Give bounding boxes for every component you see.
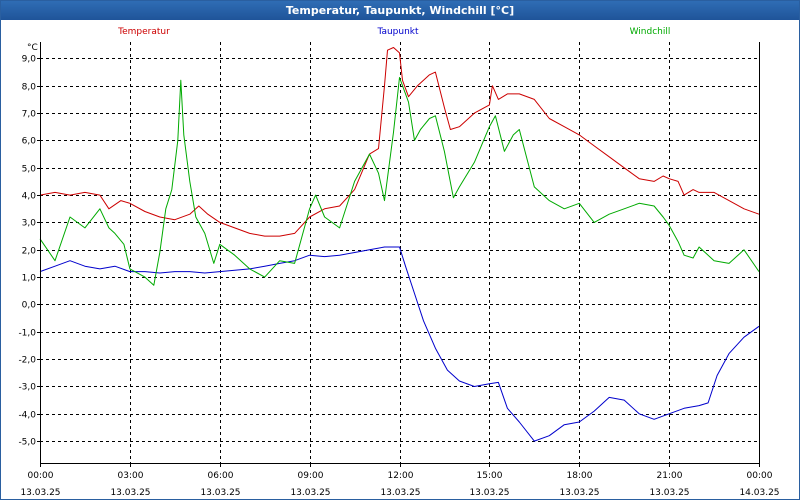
y-tick-label: 4,0 xyxy=(22,192,37,202)
y-tick-label: 9,0 xyxy=(22,55,37,65)
axes xyxy=(37,42,760,467)
window-title: Temperatur, Taupunkt, Windchill [°C] xyxy=(1,1,799,20)
x-tick-date: 13.03.25 xyxy=(110,488,150,498)
y-tick-label: -1,0 xyxy=(18,329,36,339)
y-tick-label: 2,0 xyxy=(22,247,37,257)
y-tick-label: 3,0 xyxy=(22,219,37,229)
legend-windchill: Windchill xyxy=(630,27,671,37)
series-taupunkt-line xyxy=(39,246,760,442)
line-chart: °C Temperatur Taupunkt Windchill 9,0 8,0 7… xyxy=(1,20,799,499)
x-tick-date: 13.03.25 xyxy=(380,488,420,498)
x-tick-date: 13.03.25 xyxy=(200,488,240,498)
x-tick-time: 12:00 xyxy=(388,471,414,481)
series-lines xyxy=(39,47,760,442)
x-tick-date: 13.03.25 xyxy=(649,488,689,498)
x-tick-labels: 00:00 13.03.25 03:00 13.03.25 06:00 13.03.25 0… xyxy=(20,471,779,498)
x-tick-date: 13.03.25 xyxy=(559,488,599,498)
y-tick-label: -2,0 xyxy=(18,356,36,366)
y-axis-label: °C xyxy=(27,43,38,53)
y-tick-label: -4,0 xyxy=(18,411,36,421)
y-tick-label: -5,0 xyxy=(18,438,36,448)
y-tick-label: 0,0 xyxy=(22,301,37,311)
x-tick-time: 18:00 xyxy=(567,471,593,481)
legend-taupunkt: Taupunkt xyxy=(376,27,419,37)
x-tick-time: 06:00 xyxy=(208,471,234,481)
y-tick-label: 7,0 xyxy=(22,110,37,120)
x-tick-time: 15:00 xyxy=(477,471,503,481)
y-tick-labels: 9,0 8,0 7,0 6,0 5,0 4,0 3,0 2,0 1,0 0,0 -1,0 -2,0 -3… xyxy=(18,55,36,448)
grid xyxy=(40,42,759,463)
y-tick-label: 6,0 xyxy=(22,137,37,147)
series-windchill-line xyxy=(39,77,760,286)
x-tick-time: 03:00 xyxy=(118,471,144,481)
x-tick-date: 13.03.25 xyxy=(469,488,509,498)
x-tick-time: 09:00 xyxy=(298,471,324,481)
y-tick-label: 1,0 xyxy=(22,274,37,284)
series-temperatur-line xyxy=(39,47,760,237)
y-tick-label: 8,0 xyxy=(22,83,37,93)
x-tick-date: 14.03.25 xyxy=(739,488,779,498)
x-tick-date: 13.03.25 xyxy=(20,488,60,498)
x-tick-time: 00:00 xyxy=(28,471,54,481)
legend-temperatur: Temperatur xyxy=(117,27,170,37)
x-tick-time: 21:00 xyxy=(657,471,683,481)
y-tick-label: 5,0 xyxy=(22,165,37,175)
y-tick-label: -3,0 xyxy=(18,383,36,393)
x-tick-date: 13.03.25 xyxy=(290,488,330,498)
x-tick-time: 00:00 xyxy=(747,471,773,481)
